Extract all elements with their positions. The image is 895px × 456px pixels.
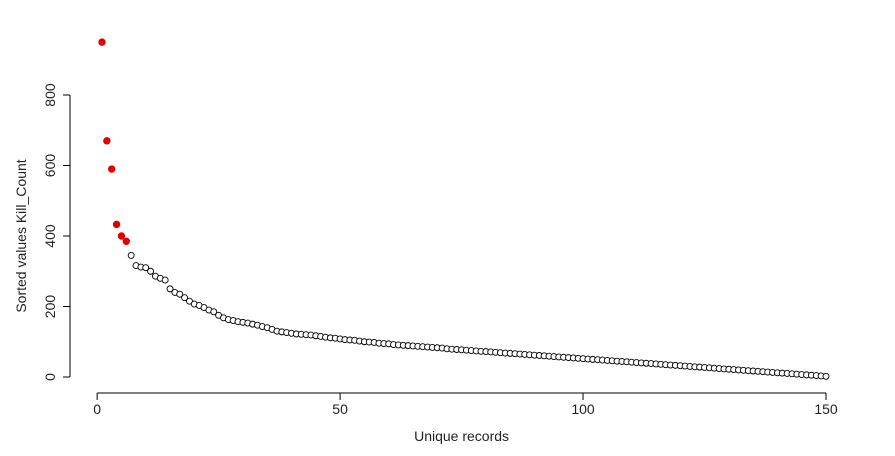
y-tick-label: 400 <box>42 224 58 248</box>
highlighted-data-point <box>112 220 121 229</box>
data-point <box>210 308 218 316</box>
x-tick-label: 100 <box>571 401 595 417</box>
highlighted-data-point <box>98 38 106 46</box>
highlighted-data-point <box>108 165 116 173</box>
x-tick-label: 50 <box>332 401 348 417</box>
axis-ticks: 0 50 100 150 0 200 400 600 800 <box>42 83 838 417</box>
y-tick-label: 600 <box>42 154 58 178</box>
data-point <box>142 264 150 272</box>
y-axis-title: Sorted values Kill_Count <box>13 159 29 312</box>
y-tick-label: 0 <box>42 373 58 381</box>
x-tick-label: 150 <box>814 401 838 417</box>
data-point <box>147 267 155 275</box>
x-axis-title: Unique records <box>414 428 509 444</box>
data-point <box>166 285 174 293</box>
data-points <box>98 38 830 380</box>
highlighted-data-point <box>103 137 111 145</box>
data-point <box>176 290 184 298</box>
y-tick-label: 200 <box>42 295 58 319</box>
data-point <box>181 294 189 302</box>
data-point <box>161 276 169 284</box>
highlighted-data-point <box>117 232 126 240</box>
x-tick-label: 0 <box>93 401 101 417</box>
data-point <box>822 372 830 380</box>
y-tick-label: 800 <box>42 83 58 107</box>
data-point <box>127 251 135 259</box>
highlighted-data-point <box>122 237 130 245</box>
